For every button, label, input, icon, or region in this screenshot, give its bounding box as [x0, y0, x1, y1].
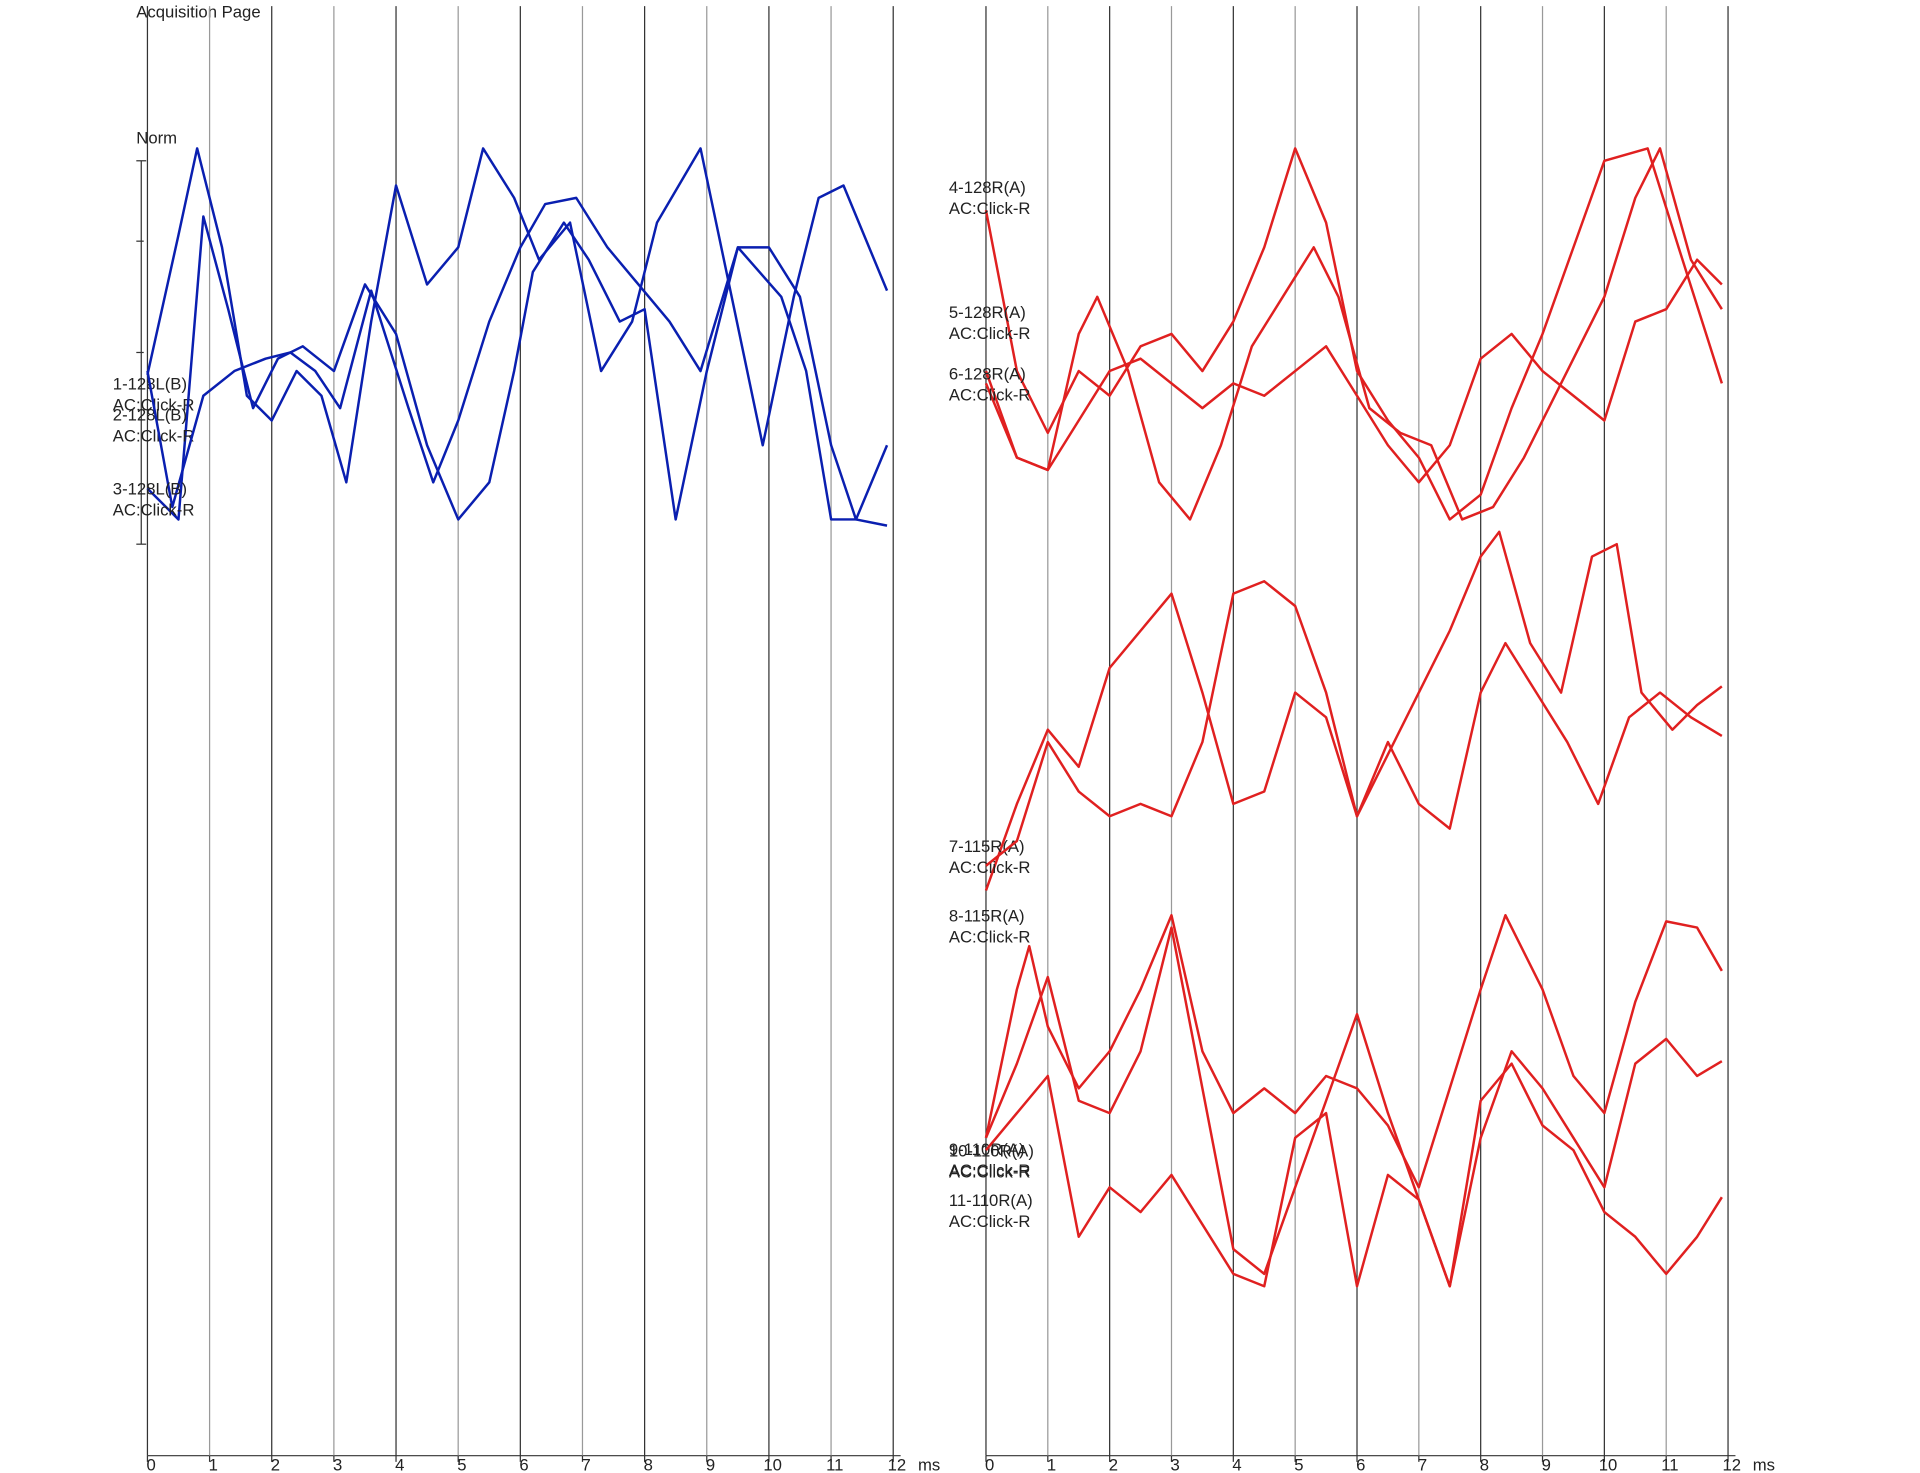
trace-label: 10-110R(A)	[949, 1141, 1034, 1160]
x-tick-label: 10	[763, 1456, 782, 1473]
trace-stimulus: AC:Click-R	[949, 324, 1031, 343]
x-tick-label: 9	[1542, 1456, 1551, 1473]
trace-stimulus: AC:Click-R	[949, 1161, 1031, 1180]
x-tick-label: 3	[333, 1456, 342, 1473]
trace-label: 3-128L(B)	[113, 480, 187, 499]
trace	[146, 215, 888, 527]
trace	[984, 147, 1723, 521]
trace-label: 6-128R(A)	[949, 365, 1026, 384]
trace-label: 7-115R(A)	[949, 837, 1025, 856]
trace-label: 11-110R(A)	[949, 1191, 1033, 1210]
x-tick-label: 6	[519, 1456, 528, 1473]
x-tick-label: 9	[706, 1456, 715, 1473]
x-tick-label: 12	[888, 1456, 907, 1473]
x-tick-label: 10	[1599, 1456, 1618, 1473]
x-tick-label: 1	[209, 1456, 218, 1473]
x-tick-label: 8	[1480, 1456, 1489, 1473]
trace-stimulus: AC:Click-R	[949, 1162, 1031, 1181]
x-unit: ms	[1753, 1456, 1775, 1473]
trace-stimulus: AC:Click-R	[949, 927, 1031, 946]
trace	[146, 147, 889, 484]
x-tick-label: 11	[1661, 1456, 1678, 1473]
trace-stimulus: AC:Click-R	[949, 858, 1031, 877]
x-tick-label: 7	[1418, 1456, 1427, 1473]
trace	[984, 926, 1723, 1288]
trace-stimulus: AC:Click-R	[949, 199, 1031, 218]
x-tick-label: 7	[582, 1456, 591, 1473]
x-tick-label: 1	[1047, 1456, 1056, 1473]
trace-label: 5-128R(A)	[949, 303, 1026, 322]
norm-scale-bar	[136, 160, 147, 545]
trace-label: 2-128L(B)	[113, 406, 187, 425]
trace	[985, 580, 1723, 867]
trace-stimulus: AC:Click-R	[949, 386, 1031, 405]
x-unit: ms	[918, 1456, 940, 1473]
scale-label: Norm	[136, 128, 177, 147]
trace	[984, 530, 1723, 891]
x-tick-label: 6	[1356, 1456, 1365, 1473]
x-tick-label: 4	[1232, 1456, 1241, 1473]
page-title: Acquisition Page	[136, 2, 260, 21]
trace	[984, 913, 1723, 1189]
x-tick-label: 0	[147, 1456, 156, 1473]
trace	[146, 196, 889, 521]
trace-label: 4-128R(A)	[949, 178, 1026, 197]
trace-stimulus: AC:Click-R	[949, 1212, 1031, 1231]
x-tick-label: 11	[826, 1456, 843, 1473]
trace	[984, 147, 1724, 521]
x-tick-label: 5	[1294, 1456, 1303, 1473]
x-tick-label: 2	[1109, 1456, 1118, 1473]
x-tick-label: 3	[1171, 1456, 1180, 1473]
trace-stimulus: AC:Click-R	[113, 427, 195, 446]
x-tick-label: 5	[457, 1456, 466, 1473]
x-tick-label: 12	[1722, 1456, 1741, 1473]
x-tick-label: 8	[644, 1456, 653, 1473]
trace	[984, 258, 1723, 484]
trace	[985, 1062, 1723, 1288]
x-tick-label: 4	[395, 1456, 404, 1473]
trace-stimulus: AC:Click-R	[113, 501, 195, 520]
x-tick-label: 2	[271, 1456, 280, 1473]
x-tick-label: 0	[985, 1456, 994, 1473]
trace-label: 8-115R(A)	[949, 906, 1025, 925]
